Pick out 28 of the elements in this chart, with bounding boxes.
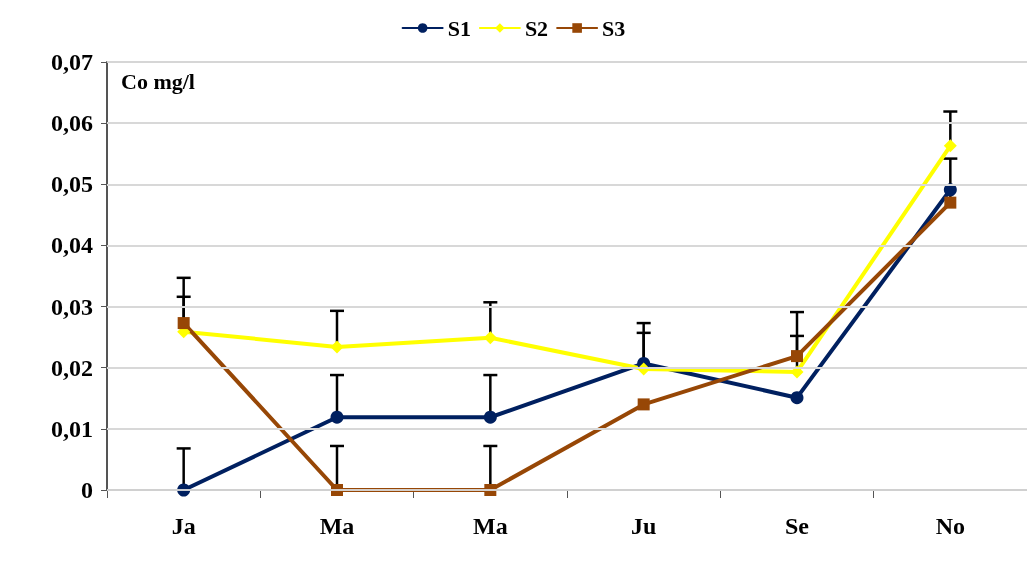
y-tick-label: 0,03 (51, 293, 93, 320)
x-tick-label: Ja (171, 513, 196, 539)
y-axis-title: Co mg/l (121, 68, 195, 94)
y-tick-label: 0,04 (51, 232, 93, 259)
y-tick-label: 0,06 (51, 110, 93, 137)
x-tick-label: No (935, 513, 966, 539)
point (483, 410, 497, 424)
point (791, 350, 803, 363)
x-tick-label: Ma (473, 513, 508, 539)
y-tick-label: 0,07 (51, 49, 93, 75)
legend-label: S1 (447, 15, 471, 41)
y-tick-label: 0,05 (51, 171, 93, 198)
point (790, 391, 804, 405)
point (330, 410, 344, 424)
y-tick-label: 0 (81, 477, 93, 503)
legend-label: S3 (602, 15, 626, 41)
y-tick-label: 0,02 (51, 354, 93, 381)
x-tick-label: Ma (319, 513, 355, 539)
point (483, 331, 497, 345)
x-tick-label: Ju (630, 513, 657, 539)
point (637, 398, 650, 411)
y-tick-label: 0,01 (51, 415, 93, 442)
x-tick-label: Se (785, 513, 810, 539)
legend-label: S2 (524, 15, 549, 41)
point (943, 139, 957, 153)
point (330, 340, 344, 354)
point (944, 196, 957, 209)
point (177, 317, 190, 330)
